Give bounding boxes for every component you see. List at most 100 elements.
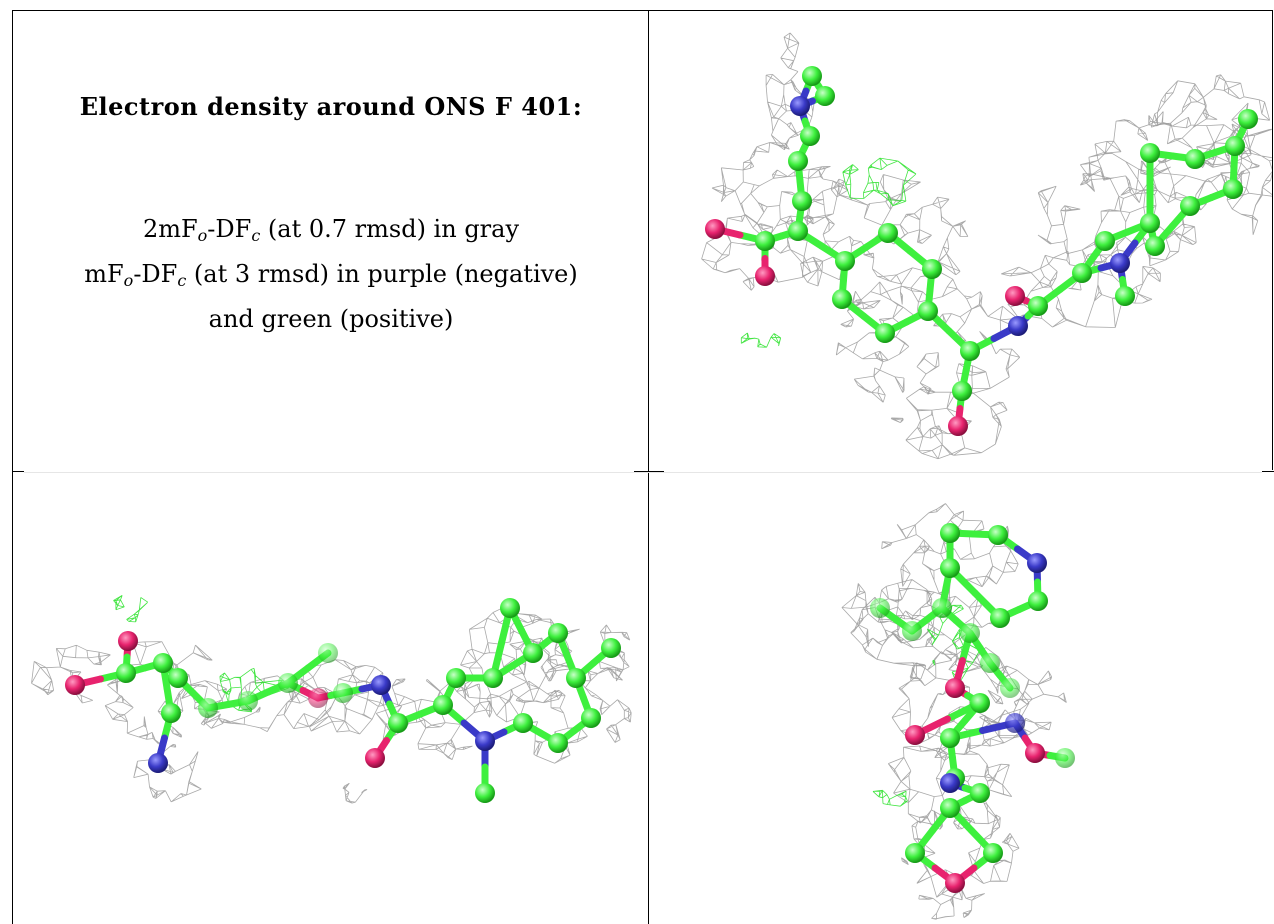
carbon-atom	[1180, 196, 1200, 216]
mesh-2fofc-small	[343, 783, 367, 803]
oxygen-atom	[945, 873, 965, 893]
row-divider-left	[12, 471, 24, 472]
carbon-atom	[1028, 296, 1048, 316]
carbon-atom	[238, 691, 258, 711]
oxygen-atom	[118, 631, 138, 651]
carbon-atom	[1140, 213, 1160, 233]
bonds	[715, 76, 1248, 426]
oxygen-atom	[1005, 286, 1025, 306]
carbon-atom	[1028, 591, 1048, 611]
carbon-atom	[905, 843, 925, 863]
oxygen-atom	[755, 266, 775, 286]
carbon-atom	[1140, 143, 1160, 163]
carbon-atom	[483, 668, 503, 688]
carbon-atom	[475, 783, 495, 803]
carbon-atom	[433, 695, 453, 715]
carbon-atom	[922, 259, 942, 279]
mesh-2fofc	[702, 33, 1272, 459]
oxygen-atom	[65, 675, 85, 695]
view-bottom-left	[13, 473, 648, 924]
carbon-atom	[960, 623, 980, 643]
outer-right-border	[1272, 10, 1273, 470]
nitrogen-atom	[790, 96, 810, 116]
nitrogen-atom	[1008, 316, 1028, 336]
carbon-atom	[952, 381, 972, 401]
oxygen-atom	[945, 678, 965, 698]
carbon-atom	[788, 221, 808, 241]
carbon-atom	[388, 713, 408, 733]
atoms	[65, 598, 621, 803]
carbon-atom	[198, 698, 218, 718]
oxygen-atom	[905, 725, 925, 745]
mesh-fofc-positive-small	[114, 595, 148, 622]
caption-title: Electron density around ONS F 401:	[14, 92, 648, 121]
carbon-atom	[878, 223, 898, 243]
carbon-atom	[815, 86, 835, 106]
carbon-atom	[523, 643, 543, 663]
oxygen-atom	[308, 688, 328, 708]
carbon-atom	[1095, 231, 1115, 251]
row-divider-right	[1262, 471, 1274, 472]
carbon-atom	[983, 843, 1003, 863]
carbon-atom	[153, 653, 173, 673]
carbon-atom	[870, 598, 890, 618]
carbon-atom	[1000, 678, 1020, 698]
molecule-view-bottom-left	[13, 473, 648, 924]
carbon-atom	[168, 668, 188, 688]
carbon-atom	[1072, 263, 1092, 283]
carbon-atom	[988, 525, 1008, 545]
carbon-atom	[1223, 179, 1243, 199]
legend-line-2fofc: 2mFo-DFc (at 0.7 rmsd) in gray	[14, 210, 648, 255]
nitrogen-atom	[371, 675, 391, 695]
carbon-atom	[1055, 748, 1075, 768]
mesh-fofc-positive-small	[741, 333, 780, 347]
carbon-atom	[333, 683, 353, 703]
carbon-atom	[1238, 109, 1258, 129]
molecule-view-bottom-right	[650, 473, 1274, 924]
oxygen-atom	[705, 219, 725, 239]
carbon-atom	[932, 598, 952, 618]
carbon-atom	[970, 783, 990, 803]
carbon-atom	[940, 558, 960, 578]
carbon-atom	[788, 151, 808, 171]
carbon-atom	[755, 231, 775, 251]
nitrogen-atom	[940, 773, 960, 793]
carbon-atom	[446, 668, 466, 688]
nitrogen-atom	[1110, 253, 1130, 273]
carbon-atom	[902, 621, 922, 641]
carbon-atom	[918, 301, 938, 321]
view-top-right	[650, 11, 1272, 471]
carbon-atom	[960, 341, 980, 361]
carbon-atom	[161, 703, 181, 723]
carbon-atom	[940, 728, 960, 748]
caption-panel: Electron density around ONS F 401: 2mFo-…	[14, 12, 648, 470]
legend-line-positive: and green (positive)	[14, 300, 648, 338]
molecule-view-top-right	[650, 11, 1272, 471]
carbon-atom	[832, 289, 852, 309]
mesh-fofc-positive-small	[873, 790, 908, 806]
carbon-atom	[970, 693, 990, 713]
carbon-atom	[835, 251, 855, 271]
carbon-atom	[566, 668, 586, 688]
carbon-atom	[980, 653, 1000, 673]
carbon-atom	[548, 623, 568, 643]
carbon-atom	[792, 191, 812, 211]
carbon-atom	[1145, 236, 1165, 256]
carbon-atom	[601, 638, 621, 658]
carbon-atom	[1225, 136, 1245, 156]
carbon-atom	[278, 673, 298, 693]
nitrogen-atom	[1027, 553, 1047, 573]
carbon-atom	[802, 66, 822, 86]
carbon-atom	[1115, 286, 1135, 306]
nitrogen-atom	[1005, 713, 1025, 733]
carbon-atom	[875, 323, 895, 343]
oxygen-atom	[365, 748, 385, 768]
carbon-atom	[800, 126, 820, 146]
view-bottom-right	[650, 473, 1274, 924]
carbon-atom	[1185, 149, 1205, 169]
nitrogen-atom	[475, 731, 495, 751]
carbon-atom	[548, 733, 568, 753]
carbon-atom	[116, 663, 136, 683]
carbon-atom	[318, 643, 338, 663]
